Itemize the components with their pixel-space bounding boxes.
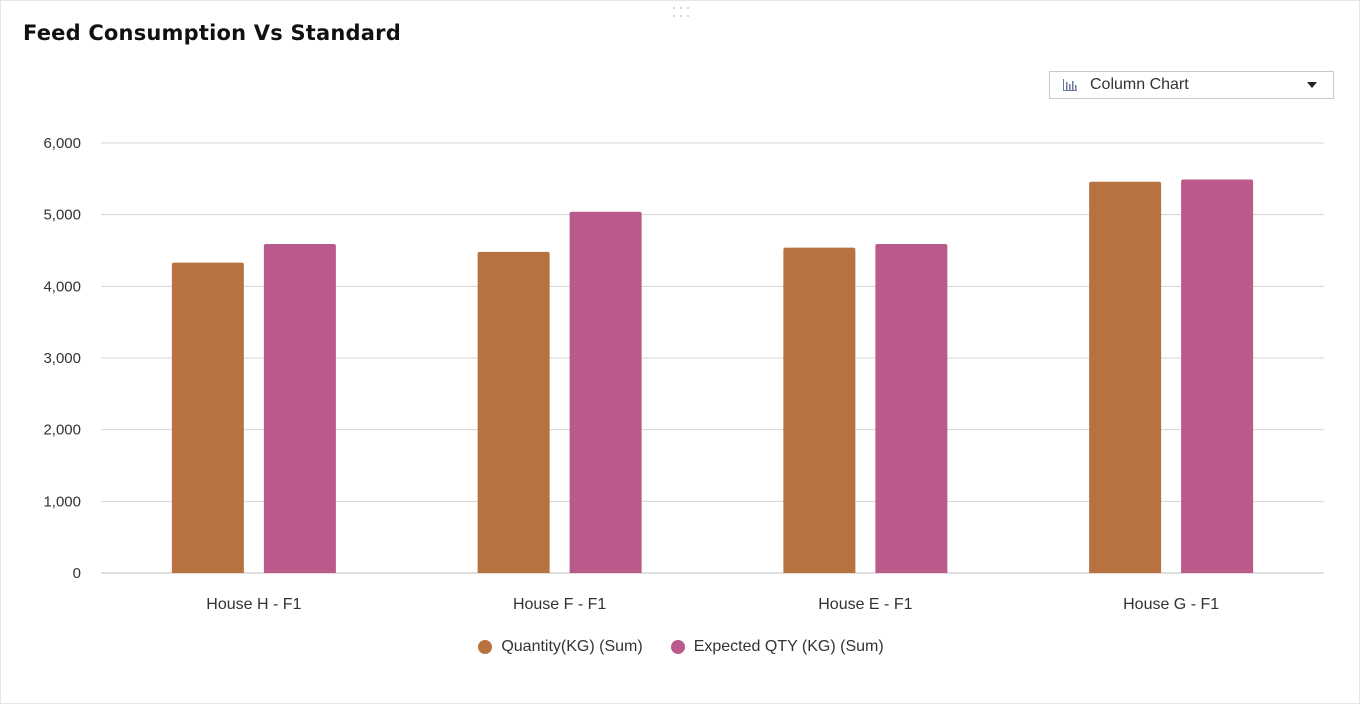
chart-title: Feed Consumption Vs Standard (23, 21, 401, 45)
y-tick-label: 4,000 (43, 278, 81, 295)
bar (569, 211, 642, 574)
chart-legend: Quantity(KG) (Sum) Expected QTY (KG) (Sum… (1, 638, 1360, 656)
x-tick-label: House G - F1 (1123, 596, 1219, 613)
legend-marker (478, 640, 493, 654)
bar (477, 251, 550, 573)
chart-type-dropdown[interactable]: Column Chart (1049, 71, 1334, 99)
legend-item[interactable]: Expected QTY (KG) (Sum) (670, 638, 884, 656)
x-tick-label: House H - F1 (206, 596, 301, 613)
bar (1181, 179, 1254, 574)
y-tick-label: 2,000 (43, 422, 81, 439)
y-tick-label: 0 (73, 565, 81, 582)
column-chart-icon (1063, 79, 1077, 91)
legend-marker (670, 640, 685, 654)
bar (875, 244, 948, 574)
bar (1089, 181, 1162, 573)
chevron-down-icon (1307, 82, 1317, 88)
bar (263, 244, 336, 574)
legend-label: Quantity(KG) (Sum) (501, 638, 643, 655)
y-tick-label: 3,000 (43, 350, 81, 367)
column-chart: 0 1,000 2,000 3,000 4,000 5,000 6,000 House H -… (43, 135, 1324, 613)
drag-handle-icon[interactable] (673, 7, 693, 19)
bar (171, 262, 244, 573)
bar (783, 247, 856, 573)
legend-label: Expected QTY (KG) (Sum) (693, 638, 884, 655)
chart-type-selected-label: Column Chart (1090, 76, 1189, 93)
legend-item[interactable]: Quantity(KG) (Sum) (478, 638, 643, 656)
x-tick-label: House E - F1 (818, 596, 912, 613)
y-tick-label: 1,000 (43, 493, 81, 510)
y-tick-label: 5,000 (43, 207, 81, 224)
x-tick-label: House F - F1 (513, 596, 606, 613)
y-tick-label: 6,000 (43, 135, 81, 152)
